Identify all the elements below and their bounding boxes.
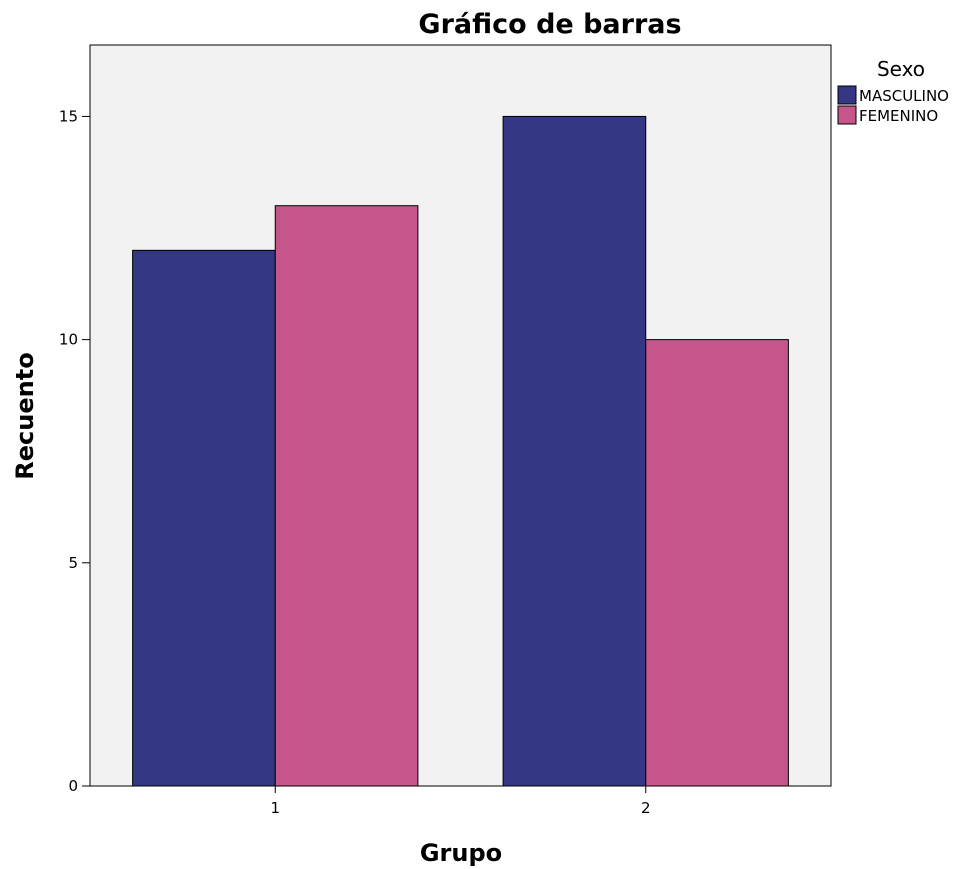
bars-group — [132, 115, 789, 787]
legend: Sexo MASCULINO FEMENINO — [837, 57, 949, 125]
x-tick-label: 2 — [641, 799, 651, 817]
y-tick-label: 5 — [68, 554, 78, 572]
bar-femenino-grupo-2 — [645, 339, 789, 787]
legend-swatch-femenino — [837, 105, 857, 125]
y-tick-label: 15 — [59, 107, 78, 125]
y-tick-label: 10 — [59, 331, 78, 349]
bar-femenino-grupo-1 — [274, 205, 419, 787]
bar-masculino-grupo-1 — [132, 249, 276, 787]
x-tick-label: 1 — [270, 799, 280, 817]
y-axis-title: Recuento — [11, 352, 39, 479]
y-axis: 0 5 10 15 — [59, 107, 90, 795]
x-axis-title: Grupo — [420, 839, 502, 867]
legend-swatch-masculino — [837, 85, 857, 105]
legend-label-femenino: FEMENINO — [859, 107, 938, 125]
legend-label-masculino: MASCULINO — [859, 87, 949, 105]
bar-masculino-grupo-2 — [502, 115, 647, 787]
chart-title: Gráfico de barras — [418, 9, 681, 40]
legend-title: Sexo — [877, 57, 925, 81]
y-tick-label: 0 — [68, 777, 78, 795]
